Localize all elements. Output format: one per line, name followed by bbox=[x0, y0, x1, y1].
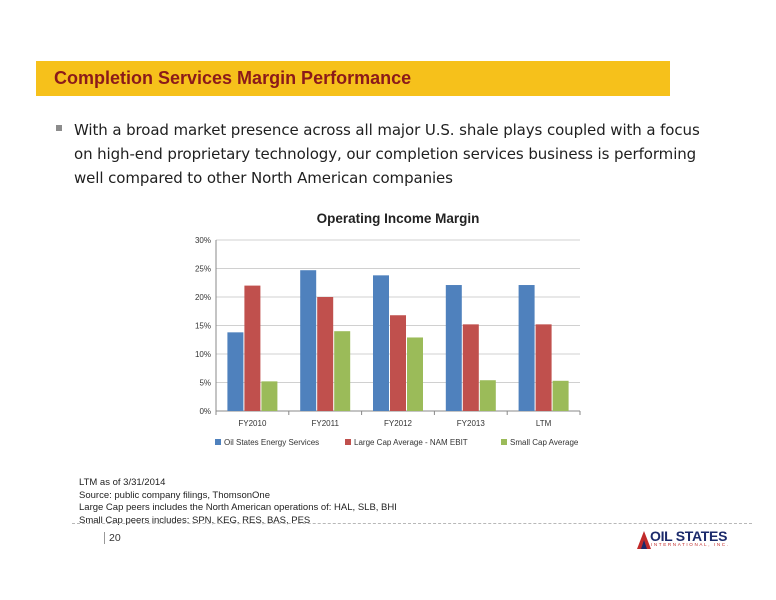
footnote-source: Source: public company filings, ThomsonO… bbox=[79, 489, 270, 501]
operating-income-margin-chart: Operating Income Margin 0% 5% 10% 15% 20% 25% 3… bbox=[180, 205, 600, 463]
bar-fy2011-series-1 bbox=[300, 270, 317, 411]
bullet-list: With a broad market presence across all … bbox=[56, 118, 706, 190]
oil-states-logo: OIL STATES INTERNATIONAL, INC. bbox=[636, 528, 732, 550]
bar-ltm-series-3 bbox=[552, 380, 569, 411]
bar-fy2013-series-3 bbox=[479, 380, 496, 411]
legend-swatch-2 bbox=[345, 439, 351, 445]
bar-fy2012-series-1 bbox=[373, 275, 389, 411]
legend-label-2: Large Cap Average - NAM EBIT bbox=[354, 438, 468, 447]
bar-fy2013-series-2 bbox=[462, 324, 479, 411]
footnote-large-cap: Large Cap peers includes the North Ameri… bbox=[79, 502, 397, 513]
bar-fy2010-series-1 bbox=[227, 332, 244, 411]
page-number-separator bbox=[104, 532, 105, 545]
page-number: 20 bbox=[104, 532, 121, 545]
y-tick-label: 15% bbox=[195, 322, 211, 331]
y-tick-label: 30% bbox=[195, 236, 211, 245]
bar-fy2012-series-2 bbox=[390, 315, 406, 411]
page-number-value: 20 bbox=[109, 532, 121, 544]
chart-title: Operating Income Margin bbox=[317, 211, 480, 226]
x-tick-label: FY2013 bbox=[457, 419, 486, 428]
x-tick-label: FY2011 bbox=[311, 419, 339, 428]
footnotes: LTM as of 3/31/2014 Source: public compa… bbox=[79, 477, 397, 527]
bar-fy2010-series-2 bbox=[244, 285, 261, 411]
title-bar: Completion Services Margin Performance bbox=[36, 61, 670, 96]
bullet-square-icon bbox=[56, 125, 62, 131]
x-tick-label: FY2012 bbox=[384, 419, 413, 428]
logo-mark-icon bbox=[637, 531, 651, 549]
logo-sub-text: INTERNATIONAL, INC. bbox=[651, 542, 730, 547]
bar-fy2011-series-3 bbox=[334, 331, 351, 411]
legend-swatch-3 bbox=[501, 439, 507, 445]
y-tick-label: 20% bbox=[195, 293, 211, 302]
bar-ltm-series-1 bbox=[518, 285, 535, 411]
footnote-small-cap: Small Cap peers includes: SPN, KEG, RES,… bbox=[79, 514, 311, 526]
bar-ltm-series-2 bbox=[535, 324, 552, 411]
legend-label-3: Small Cap Average bbox=[510, 438, 579, 447]
bar-fy2013-series-1 bbox=[445, 285, 462, 411]
y-tick-label: 0% bbox=[199, 407, 211, 416]
bar-fy2012-series-3 bbox=[407, 337, 423, 411]
x-tick-label: FY2010 bbox=[238, 419, 267, 428]
logo-main-text: OIL STATES bbox=[650, 528, 728, 544]
y-tick-label: 25% bbox=[195, 265, 211, 274]
legend-label-1: Oil States Energy Services bbox=[224, 438, 319, 447]
footnote-ltm: LTM as of 3/31/2014 bbox=[79, 477, 166, 488]
chart-svg: Operating Income Margin 0% 5% 10% 15% 20% 25% 3… bbox=[195, 211, 581, 447]
footer-divider bbox=[72, 523, 752, 524]
y-tick-label: 10% bbox=[195, 350, 211, 359]
y-tick-label: 5% bbox=[199, 379, 211, 388]
bar-fy2011-series-2 bbox=[317, 297, 334, 411]
legend-swatch-1 bbox=[215, 439, 221, 445]
page-title: Completion Services Margin Performance bbox=[54, 68, 412, 88]
bar-fy2010-series-3 bbox=[261, 381, 278, 411]
x-tick-label: LTM bbox=[536, 419, 552, 428]
bullet-text: With a broad market presence across all … bbox=[74, 121, 700, 187]
